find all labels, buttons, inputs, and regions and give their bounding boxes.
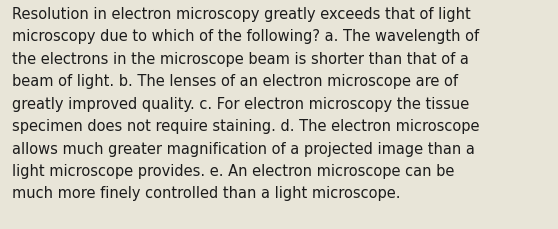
Text: Resolution in electron microscopy greatly exceeds that of light
microscopy due t: Resolution in electron microscopy greatl… [12, 7, 480, 201]
